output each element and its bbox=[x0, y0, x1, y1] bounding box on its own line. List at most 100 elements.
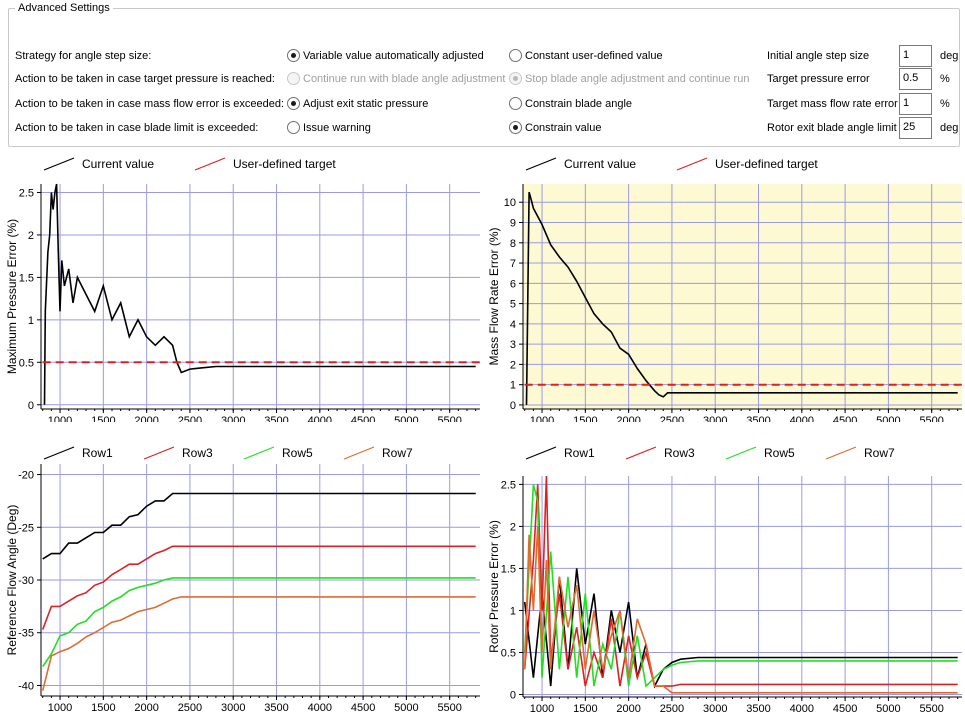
mass-flow-error-chart: Current value User-defined target 1000 1500… bbox=[487, 157, 962, 422]
setting-0-option2-label[interactable]: Constant user-defined value bbox=[525, 50, 663, 62]
y-tick-label-3: 1.5 bbox=[19, 272, 34, 284]
setting-0-option2-radio[interactable] bbox=[509, 49, 522, 62]
y-tick-label-2: -30 bbox=[18, 575, 34, 587]
x-tick-label-6: 4000 bbox=[790, 703, 814, 715]
x-tick-label-6: 4000 bbox=[308, 702, 332, 714]
legend-label-1: User-defined target bbox=[233, 157, 336, 171]
y-tick-label-4: 2 bbox=[510, 521, 516, 533]
setting-1-param-unit: % bbox=[940, 73, 950, 85]
y-tick-label-3: -25 bbox=[18, 522, 34, 534]
x-tick-label-4: 3000 bbox=[703, 703, 727, 715]
x-tick-label-8: 5000 bbox=[394, 415, 418, 422]
x-tick-label-2: 2000 bbox=[616, 703, 640, 715]
series-line-row5 bbox=[42, 577, 476, 667]
setting-3-param-label: Rotor exit blade angle limit bbox=[767, 122, 897, 134]
x-tick-label-6: 4000 bbox=[308, 415, 332, 422]
rotor-pressure-error-chart: Row1 Row3 Row5 Row7 1000 1500 2000 2500 3000 3500… bbox=[487, 446, 962, 715]
setting-1-option2-label: Stop blade angle adjustment and continue… bbox=[525, 73, 750, 85]
legend-swatch-2 bbox=[243, 446, 275, 460]
setting-label-2: Action to be taken in case mass flow err… bbox=[15, 98, 285, 110]
y-axis-label: Rotor Pressure Error (%) bbox=[487, 520, 501, 653]
y-tick-label-8: 8 bbox=[510, 238, 516, 250]
legend-label-2: Row5 bbox=[764, 446, 795, 460]
setting-0-option1-label[interactable]: Variable value automatically adjusted bbox=[303, 50, 484, 62]
y-tick-label-1: -35 bbox=[18, 628, 34, 640]
setting-2-option2-radio[interactable] bbox=[509, 97, 522, 110]
series-line-row5 bbox=[523, 484, 958, 688]
setting-3-option2-radio[interactable] bbox=[509, 121, 522, 134]
x-tick-label-9: 5500 bbox=[919, 703, 943, 715]
x-tick-label-3: 2500 bbox=[660, 703, 684, 715]
legend-swatch-1 bbox=[676, 157, 708, 171]
y-tick-label-9: 9 bbox=[510, 218, 516, 230]
x-tick-label-0: 1000 bbox=[530, 415, 554, 422]
x-tick-label-8: 5000 bbox=[876, 415, 900, 422]
series-line-current-value bbox=[43, 183, 476, 405]
x-tick-label-7: 4500 bbox=[351, 415, 375, 422]
x-tick-label-7: 4500 bbox=[351, 702, 375, 714]
y-tick-label-10: 10 bbox=[504, 197, 516, 209]
legend-label-0: Row1 bbox=[564, 446, 595, 460]
setting-2-param-input[interactable]: 1 bbox=[899, 93, 932, 115]
legend-label-1: User-defined target bbox=[715, 157, 818, 171]
y-axis-label: Reference Flow Angle (Deg) bbox=[5, 505, 19, 656]
x-tick-label-9: 5500 bbox=[919, 415, 943, 422]
y-tick-label-0: 0 bbox=[510, 400, 516, 412]
x-tick-label-9: 5500 bbox=[437, 702, 461, 714]
x-tick-label-8: 5000 bbox=[876, 703, 900, 715]
setting-3-option2-label[interactable]: Constrain value bbox=[525, 122, 602, 134]
flow-angle-chart: Row1 Row3 Row5 Row7 1000 1500 2000 2500 3000 3500… bbox=[5, 446, 480, 714]
legend-swatch-3 bbox=[825, 446, 857, 460]
series-line-row1 bbox=[523, 568, 958, 689]
y-tick-label-0: 0 bbox=[28, 400, 34, 412]
y-tick-label-2: 2 bbox=[510, 359, 516, 371]
setting-0-option1-radio[interactable] bbox=[287, 49, 300, 62]
x-tick-label-1: 1500 bbox=[573, 415, 597, 422]
y-tick-label-2: 1 bbox=[510, 605, 516, 617]
setting-label-1: Action to be taken in case target pressu… bbox=[15, 73, 275, 85]
setting-1-param-input[interactable]: 0.5 bbox=[899, 68, 932, 90]
setting-0-param-unit: deg bbox=[940, 50, 959, 62]
x-tick-label-0: 1000 bbox=[530, 703, 554, 715]
setting-1-option1-label: Continue run with blade angle adjustment bbox=[303, 73, 506, 85]
x-tick-label-1: 1500 bbox=[573, 703, 597, 715]
x-tick-label-0: 1000 bbox=[48, 415, 72, 422]
setting-0-param-input[interactable]: 1 bbox=[899, 45, 932, 67]
y-axis-label: Maximum Pressure Error (%) bbox=[5, 219, 19, 374]
setting-2-option2-label[interactable]: Constrain blade angle bbox=[525, 98, 633, 110]
legend-label-1: Row3 bbox=[664, 446, 695, 460]
y-tick-label-4: 2 bbox=[28, 230, 34, 242]
x-tick-label-4: 3000 bbox=[221, 702, 245, 714]
y-tick-label-3: 1.5 bbox=[501, 563, 516, 575]
x-tick-label-0: 1000 bbox=[48, 702, 72, 714]
setting-2-option1-label[interactable]: Adjust exit static pressure bbox=[303, 98, 429, 110]
setting-label-3: Action to be taken in case blade limit i… bbox=[15, 122, 259, 134]
legend-label-0: Row1 bbox=[82, 446, 113, 460]
advanced-settings-group: Advanced Settings bbox=[8, 2, 960, 147]
legend-label-0: Current value bbox=[564, 157, 636, 171]
plot-area bbox=[523, 184, 962, 409]
y-axis-label: Mass Flow Rate Error (%) bbox=[487, 227, 501, 365]
legend-swatch-0 bbox=[43, 157, 75, 171]
x-tick-label-5: 3500 bbox=[746, 415, 770, 422]
setting-3-option1-label[interactable]: Issue warning bbox=[303, 122, 371, 134]
plot-area bbox=[41, 184, 480, 409]
series-line-current-value bbox=[525, 191, 958, 405]
y-tick-label-4: -20 bbox=[18, 470, 34, 482]
setting-2-param-label: Target mass flow rate error bbox=[767, 98, 898, 110]
y-tick-label-5: 5 bbox=[510, 299, 516, 311]
setting-3-option1-radio[interactable] bbox=[287, 121, 300, 134]
y-tick-label-1: 0.5 bbox=[501, 647, 516, 659]
x-tick-label-1: 1500 bbox=[91, 415, 115, 422]
x-tick-label-7: 4500 bbox=[833, 415, 857, 422]
x-tick-label-3: 2500 bbox=[660, 415, 684, 422]
legend-label-3: Row7 bbox=[864, 446, 895, 460]
y-tick-label-2: 1 bbox=[28, 315, 34, 327]
legend-label-2: Row5 bbox=[282, 446, 313, 460]
legend-swatch-0 bbox=[525, 157, 557, 171]
setting-2-option1-radio[interactable] bbox=[287, 97, 300, 110]
x-tick-label-5: 3500 bbox=[264, 415, 288, 422]
series-line-row7 bbox=[523, 526, 958, 694]
y-tick-label-0: -40 bbox=[18, 680, 34, 692]
setting-3-param-input[interactable]: 25 bbox=[899, 117, 932, 139]
